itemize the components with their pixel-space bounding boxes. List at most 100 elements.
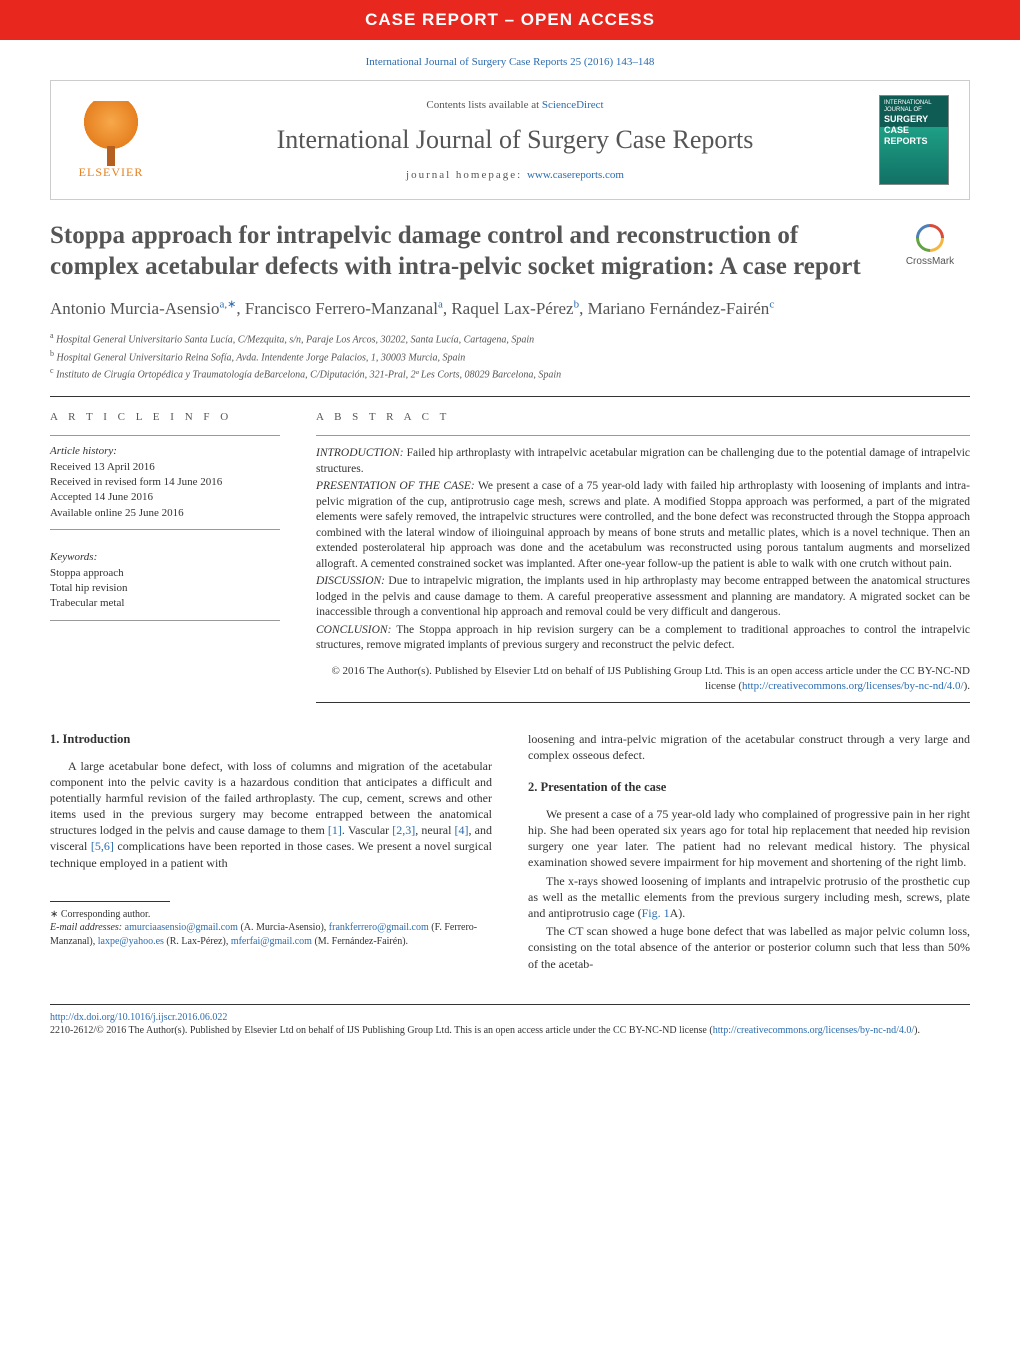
- abs-pres: PRESENTATION OF THE CASE: We present a c…: [316, 479, 970, 572]
- right-column: loosening and intra-pelvic migration of …: [528, 731, 970, 974]
- email-1[interactable]: amurciaasensio@gmail.com: [125, 922, 238, 933]
- name-4: (M. Fernández-Fairén).: [312, 936, 408, 947]
- abstract-body: INTRODUCTION: Failed hip arthroplasty wi…: [316, 435, 970, 702]
- abs-disc-text: Due to intrapelvic migration, the implan…: [316, 575, 970, 618]
- abs-pres-text: We present a case of a 75 year-old lady …: [316, 480, 970, 570]
- aff-b: b Hospital General Universitario Reina S…: [50, 348, 970, 365]
- author-1-mark: ∗: [227, 298, 236, 310]
- aff-a: a Hospital General Universitario Santa L…: [50, 330, 970, 347]
- author-3: Raquel Lax-Pérez: [451, 299, 573, 318]
- author-2-aff: a: [438, 298, 443, 310]
- aff-a-text: Hospital General Universitario Santa Luc…: [56, 335, 534, 346]
- name-3: (R. Lax-Pérez),: [164, 936, 231, 947]
- article-title: Stoppa approach for intrapelvic damage c…: [50, 220, 878, 283]
- citation-line: International Journal of Surgery Case Re…: [0, 40, 1020, 80]
- info-abstract-row: a r t i c l e i n f o Article history: R…: [50, 411, 970, 702]
- kw-1: Stoppa approach: [50, 566, 280, 581]
- cover-line3: CASE: [884, 125, 944, 136]
- ref-4[interactable]: [4]: [455, 823, 469, 837]
- aff-c-text: Instituto de Cirugía Ortopédica y Trauma…: [56, 369, 561, 380]
- sec1-title: 1. Introduction: [50, 731, 492, 748]
- homepage-prefix: journal homepage:: [406, 169, 527, 181]
- sec1-p1c: , neural: [415, 823, 454, 837]
- open-access-banner: CASE REPORT – OPEN ACCESS: [0, 0, 1020, 40]
- crossmark-badge[interactable]: CrossMark: [890, 220, 970, 267]
- ref-56[interactable]: [5,6]: [91, 839, 114, 853]
- journal-cover-thumb: INTERNATIONAL JOURNAL OF SURGERY CASE RE…: [879, 95, 949, 185]
- cover-texts: INTERNATIONAL JOURNAL OF SURGERY CASE RE…: [880, 96, 948, 151]
- cover-line4: REPORTS: [884, 136, 944, 147]
- author-3-aff: b: [574, 298, 580, 310]
- cover-line1: INTERNATIONAL JOURNAL OF: [884, 100, 944, 114]
- keywords-block: Keywords: Stoppa approach Total hip revi…: [50, 542, 280, 621]
- sec1-p2: loosening and intra-pelvic migration of …: [528, 731, 970, 763]
- abstract: a b s t r a c t INTRODUCTION: Failed hip…: [316, 411, 970, 702]
- left-column: 1. Introduction A large acetabular bone …: [50, 731, 492, 974]
- sec2-title: 2. Presentation of the case: [528, 779, 970, 796]
- header-center: Contents lists available at ScienceDirec…: [151, 99, 879, 181]
- crossmark-icon: [910, 218, 950, 258]
- ref-23[interactable]: [2,3]: [392, 823, 415, 837]
- crossmark-label: CrossMark: [906, 256, 954, 267]
- affiliations: a Hospital General Universitario Santa L…: [50, 330, 970, 382]
- license-text: 2210-2612/© 2016 The Author(s). Publishe…: [50, 1025, 713, 1036]
- divider-1: [50, 396, 970, 397]
- abstract-heading: a b s t r a c t: [316, 411, 970, 423]
- abs-conc: CONCLUSION: The Stoppa approach in hip r…: [316, 623, 970, 654]
- body-columns: 1. Introduction A large acetabular bone …: [50, 731, 970, 974]
- bottom-divider: [50, 1004, 970, 1005]
- revised: Received in revised form 14 June 2016: [50, 475, 280, 490]
- sec2-p2b: A).: [670, 906, 686, 920]
- author-4-aff: c: [769, 298, 774, 310]
- sec1-p1b: . Vascular: [342, 823, 392, 837]
- fig1-link[interactable]: Fig. 1: [642, 906, 670, 920]
- received: Received 13 April 2016: [50, 460, 280, 475]
- ref-1[interactable]: [1]: [328, 823, 342, 837]
- contents-line: Contents lists available at ScienceDirec…: [171, 99, 859, 111]
- author-1-aff: a,: [220, 298, 228, 310]
- banner-text: CASE REPORT – OPEN ACCESS: [365, 10, 655, 29]
- abs-intro-head: INTRODUCTION:: [316, 447, 404, 459]
- abs-disc-head: DISCUSSION:: [316, 575, 385, 587]
- abs-pres-head: PRESENTATION OF THE CASE:: [316, 480, 475, 492]
- author-1: Antonio Murcia-Asensio: [50, 299, 220, 318]
- sec2-p1: We present a case of a 75 year-old lady …: [528, 806, 970, 871]
- abs-conc-text: The Stoppa approach in hip revision surg…: [316, 624, 970, 652]
- online: Available online 25 June 2016: [50, 506, 280, 521]
- footer: http://dx.doi.org/10.1016/j.ijscr.2016.0…: [0, 1011, 1020, 1058]
- copyright: © 2016 The Author(s). Published by Elsev…: [316, 664, 970, 694]
- corr-author: ∗ Corresponding author.: [50, 908, 492, 922]
- history-label: Article history:: [50, 444, 280, 459]
- sec2-p3: The CT scan showed a huge bone defect th…: [528, 923, 970, 972]
- license-close: ).: [914, 1025, 920, 1036]
- author-4: Mariano Fernández-Fairén: [588, 299, 770, 318]
- contents-prefix: Contents lists available at: [426, 99, 541, 111]
- kw-3: Trabecular metal: [50, 596, 280, 611]
- author-2: Francisco Ferrero-Manzanal: [245, 299, 438, 318]
- journal-header: ELSEVIER Contents lists available at Sci…: [50, 80, 970, 200]
- sec1-p1e: complications have been reported in thos…: [50, 839, 492, 869]
- homepage-url[interactable]: www.casereports.com: [527, 169, 624, 181]
- email-3[interactable]: laxpe@yahoo.es: [98, 936, 164, 947]
- abs-conc-head: CONCLUSION:: [316, 624, 391, 636]
- footnote-divider: [50, 901, 170, 902]
- accepted: Accepted 14 June 2016: [50, 490, 280, 505]
- email-2[interactable]: frankferrero@gmail.com: [329, 922, 429, 933]
- sec1-p1: A large acetabular bone defect, with los…: [50, 758, 492, 871]
- abs-intro: INTRODUCTION: Failed hip arthroplasty wi…: [316, 446, 970, 477]
- aff-c: c Instituto de Cirugía Ortopédica y Trau…: [50, 365, 970, 382]
- kw-2: Total hip revision: [50, 581, 280, 596]
- email-label: E-mail addresses:: [50, 922, 125, 933]
- history-block: Article history: Received 13 April 2016 …: [50, 435, 280, 530]
- abstract-divider: [316, 702, 970, 703]
- email-4[interactable]: mferfai@gmail.com: [231, 936, 312, 947]
- license-line: 2210-2612/© 2016 The Author(s). Publishe…: [50, 1024, 970, 1038]
- license-link[interactable]: http://creativecommons.org/licenses/by-n…: [742, 680, 964, 692]
- cover-line2: SURGERY: [884, 114, 944, 125]
- info-heading: a r t i c l e i n f o: [50, 411, 280, 423]
- sciencedirect-link[interactable]: ScienceDirect: [542, 99, 604, 111]
- doi-link[interactable]: http://dx.doi.org/10.1016/j.ijscr.2016.0…: [50, 1011, 970, 1025]
- elsevier-tree-icon: [81, 101, 141, 161]
- license-url[interactable]: http://creativecommons.org/licenses/by-n…: [713, 1025, 914, 1036]
- emails: E-mail addresses: amurciaasensio@gmail.c…: [50, 921, 492, 948]
